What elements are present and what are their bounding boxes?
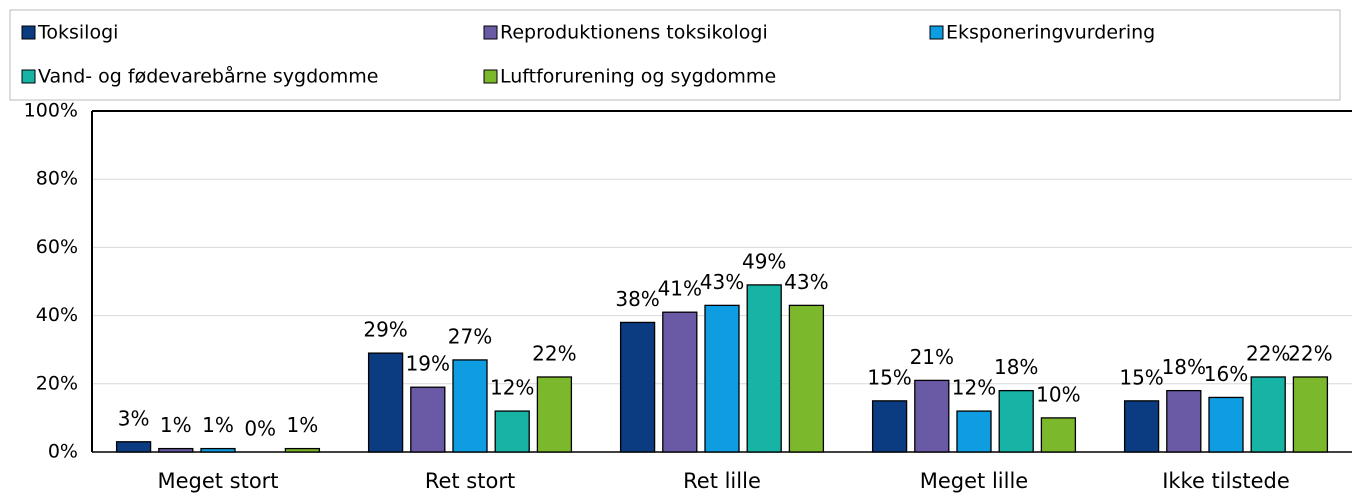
bar — [158, 447, 194, 453]
data-label: 43% — [700, 270, 744, 294]
data-label: 41% — [658, 277, 702, 301]
data-label: 22% — [1288, 341, 1332, 365]
data-label: 38% — [615, 287, 659, 311]
data-label: 15% — [1119, 365, 1163, 389]
data-label: 21% — [910, 345, 954, 369]
bar — [914, 379, 950, 453]
data-label: 43% — [784, 270, 828, 294]
data-label: 16% — [1204, 362, 1248, 386]
bar — [115, 441, 152, 453]
legend-label: Luftforurening og sygdomme — [500, 66, 776, 88]
bar — [662, 311, 698, 453]
legend-swatch — [21, 25, 36, 40]
bar — [200, 447, 236, 453]
data-label: 10% — [1036, 382, 1080, 406]
bar — [746, 284, 782, 453]
bar — [410, 386, 446, 453]
x-tick-label: Meget lille — [920, 469, 1028, 493]
data-label: 49% — [742, 249, 786, 273]
legend-label: Toksilogi — [37, 22, 118, 44]
bar — [956, 410, 992, 453]
bar — [284, 447, 321, 453]
data-label: 18% — [994, 355, 1038, 379]
y-tick-label: 40% — [36, 304, 78, 326]
data-label: 1% — [160, 413, 192, 437]
data-label: 1% — [202, 413, 234, 437]
data-label: 22% — [532, 341, 576, 365]
bar — [1208, 396, 1244, 453]
bar — [871, 400, 908, 453]
x-tick-label: Ikke tilstede — [1162, 469, 1290, 493]
bar — [494, 410, 530, 453]
bar — [704, 304, 740, 453]
data-label: 0% — [244, 417, 276, 441]
bar — [452, 359, 488, 453]
bar — [998, 389, 1034, 453]
data-label: 12% — [490, 376, 534, 400]
y-tick-label: 20% — [36, 372, 78, 394]
data-label: 29% — [363, 318, 407, 342]
bar — [619, 321, 656, 453]
data-label: 27% — [448, 324, 492, 348]
bar — [1292, 376, 1329, 453]
y-tick-label: 60% — [36, 236, 78, 258]
y-tick-label: 80% — [36, 168, 78, 190]
x-tick-label: Ret lille — [683, 469, 761, 493]
bar — [536, 376, 573, 453]
legend-label: Eksponeringvurdering — [946, 22, 1155, 44]
data-label: 15% — [867, 365, 911, 389]
y-tick-label: 0% — [48, 441, 78, 463]
legend-label: Vand- og fødevarebårne sygdomme — [38, 65, 378, 88]
legend-swatch — [483, 69, 498, 84]
x-tick-label: Meget stort — [157, 469, 278, 493]
data-label: 12% — [952, 376, 996, 400]
x-tick-label: Ret stort — [425, 469, 515, 493]
legend-box — [9, 9, 1341, 101]
y-tick-label: 100% — [24, 100, 78, 122]
legend-swatch — [21, 69, 36, 84]
data-label: 3% — [118, 406, 150, 430]
legend-swatch — [483, 25, 498, 40]
data-label: 1% — [287, 413, 319, 437]
bar — [1040, 417, 1077, 453]
data-label: 18% — [1162, 355, 1206, 379]
data-label: 22% — [1246, 341, 1290, 365]
bar — [1166, 389, 1202, 453]
data-label: 19% — [406, 352, 450, 376]
bar — [367, 352, 404, 453]
bar — [1250, 376, 1286, 453]
bar — [788, 304, 825, 453]
bar — [1123, 400, 1160, 453]
legend-label: Reproduktionens toksikologi — [500, 22, 768, 44]
legend-swatch — [929, 25, 944, 40]
